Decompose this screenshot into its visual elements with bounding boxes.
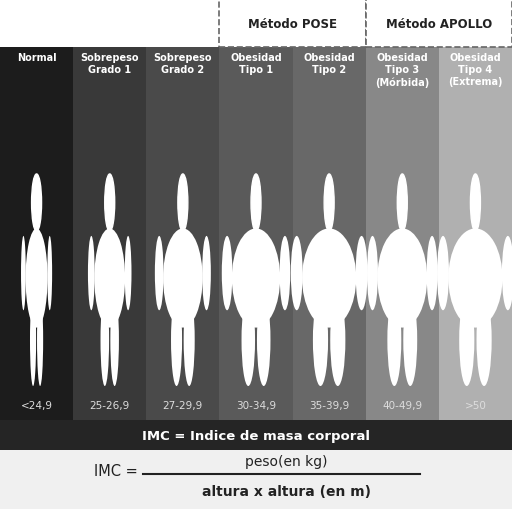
Ellipse shape [184, 295, 195, 386]
Ellipse shape [222, 236, 232, 310]
Text: IMC = Indice de masa corporal: IMC = Indice de masa corporal [142, 429, 370, 442]
Ellipse shape [110, 295, 119, 386]
Ellipse shape [502, 236, 512, 310]
Ellipse shape [94, 229, 125, 328]
Ellipse shape [232, 229, 280, 328]
Text: 40-49,9: 40-49,9 [382, 400, 422, 410]
Bar [366, 0, 512, 48]
Ellipse shape [477, 295, 492, 386]
Ellipse shape [88, 236, 95, 310]
Ellipse shape [257, 295, 270, 386]
Circle shape [251, 175, 261, 232]
Ellipse shape [155, 236, 163, 310]
Text: Normal: Normal [17, 52, 56, 63]
Text: >50: >50 [464, 400, 486, 410]
Bar [292, 0, 366, 420]
Text: 25-26,9: 25-26,9 [90, 400, 130, 410]
Ellipse shape [37, 295, 43, 386]
Text: Sobrepeso
Grado 1: Sobrepeso Grado 1 [80, 52, 139, 75]
Ellipse shape [163, 229, 203, 328]
Ellipse shape [437, 236, 449, 310]
Text: Obesidad
Tipo 3
(Mórbida): Obesidad Tipo 3 (Mórbida) [375, 52, 430, 88]
Ellipse shape [302, 229, 356, 328]
Ellipse shape [125, 236, 132, 310]
Text: altura x altura (en m): altura x altura (en m) [202, 485, 371, 498]
Ellipse shape [100, 295, 109, 386]
Text: Obesidad
Tipo 4
(Extrema): Obesidad Tipo 4 (Extrema) [448, 52, 503, 87]
Text: peso(en kg): peso(en kg) [245, 454, 328, 468]
Ellipse shape [377, 229, 427, 328]
Ellipse shape [291, 236, 303, 310]
Bar [366, 0, 439, 420]
Text: Método POSE: Método POSE [248, 18, 337, 31]
Ellipse shape [403, 295, 417, 386]
Ellipse shape [21, 236, 26, 310]
Text: Obesidad
Tipo 1: Obesidad Tipo 1 [230, 52, 282, 75]
Ellipse shape [313, 295, 328, 386]
Ellipse shape [26, 229, 48, 328]
Text: Obesidad
Tipo 2: Obesidad Tipo 2 [303, 52, 355, 75]
Ellipse shape [242, 295, 255, 386]
Ellipse shape [330, 295, 346, 386]
Ellipse shape [367, 236, 378, 310]
Ellipse shape [426, 236, 438, 310]
Ellipse shape [171, 295, 182, 386]
Text: 27-29,9: 27-29,9 [163, 400, 203, 410]
Circle shape [397, 175, 407, 232]
Circle shape [105, 175, 115, 232]
Bar [0, 0, 512, 48]
Bar [0, 0, 73, 420]
Text: IMC =: IMC = [95, 464, 138, 478]
Ellipse shape [30, 295, 36, 386]
Ellipse shape [459, 295, 474, 386]
Ellipse shape [449, 229, 502, 328]
Ellipse shape [202, 236, 211, 310]
Ellipse shape [356, 236, 368, 310]
Ellipse shape [388, 295, 401, 386]
Circle shape [471, 175, 480, 232]
Circle shape [178, 175, 188, 232]
Text: 30-34,9: 30-34,9 [236, 400, 276, 410]
Ellipse shape [280, 236, 290, 310]
Bar [439, 0, 512, 420]
Circle shape [32, 175, 41, 232]
Ellipse shape [47, 236, 52, 310]
Text: Método APOLLO: Método APOLLO [386, 18, 492, 31]
Bar [220, 0, 292, 420]
Text: 35-39,9: 35-39,9 [309, 400, 349, 410]
Text: <24,9: <24,9 [20, 400, 53, 410]
Text: Sobrepeso
Grado 2: Sobrepeso Grado 2 [154, 52, 212, 75]
Bar [146, 0, 220, 420]
Bar [73, 0, 146, 420]
Bar [220, 0, 366, 48]
Circle shape [324, 175, 334, 232]
